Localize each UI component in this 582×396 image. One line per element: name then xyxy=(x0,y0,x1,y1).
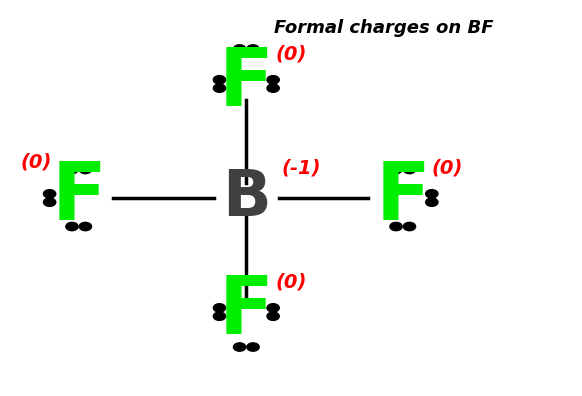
Circle shape xyxy=(390,165,402,174)
Circle shape xyxy=(267,76,279,84)
Circle shape xyxy=(79,165,91,174)
Circle shape xyxy=(66,165,78,174)
Circle shape xyxy=(233,343,246,351)
Circle shape xyxy=(267,304,279,312)
Circle shape xyxy=(247,45,259,53)
Circle shape xyxy=(214,76,226,84)
Circle shape xyxy=(267,84,279,92)
Text: (0): (0) xyxy=(275,44,307,63)
Text: (0): (0) xyxy=(432,158,463,177)
Circle shape xyxy=(233,45,246,53)
Circle shape xyxy=(66,222,78,231)
Text: F: F xyxy=(219,45,274,123)
Circle shape xyxy=(403,165,416,174)
Text: F: F xyxy=(375,159,430,237)
Circle shape xyxy=(214,312,226,320)
Circle shape xyxy=(44,198,56,206)
Text: (0): (0) xyxy=(20,152,51,171)
Circle shape xyxy=(44,190,56,198)
Circle shape xyxy=(425,190,438,198)
Circle shape xyxy=(390,222,402,231)
Circle shape xyxy=(214,304,226,312)
Text: F: F xyxy=(51,159,106,237)
Circle shape xyxy=(403,222,416,231)
Text: F: F xyxy=(219,273,274,351)
Text: (0): (0) xyxy=(275,272,307,291)
Text: B: B xyxy=(222,167,271,229)
Circle shape xyxy=(247,343,259,351)
Text: Formal charges on BF: Formal charges on BF xyxy=(274,19,494,37)
Circle shape xyxy=(214,84,226,92)
Circle shape xyxy=(79,222,91,231)
Text: (-1): (-1) xyxy=(282,158,321,177)
Circle shape xyxy=(425,198,438,206)
Circle shape xyxy=(267,312,279,320)
